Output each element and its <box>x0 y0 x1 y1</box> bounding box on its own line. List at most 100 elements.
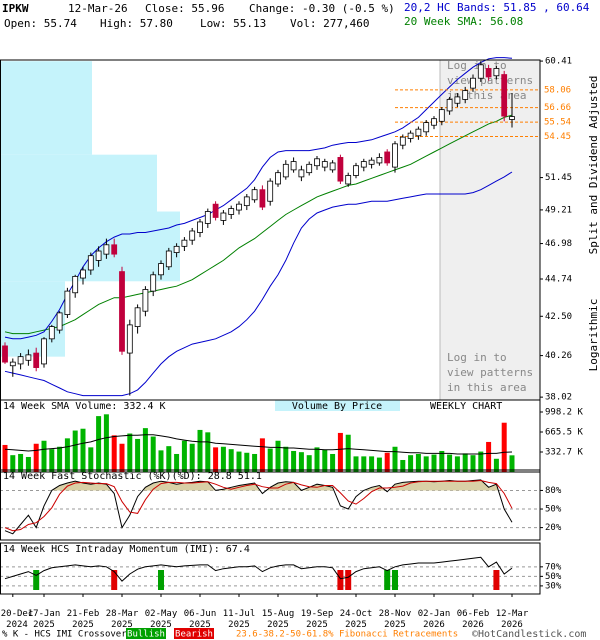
x-tick-line: 02-Jan <box>418 609 451 619</box>
panel-title: 14 Week HCS Intraday Momentum (IMI): 67.… <box>3 544 250 555</box>
x-tick-line: 2025 <box>150 620 172 630</box>
x-tick-line: 2026 <box>501 620 523 630</box>
volume-bar <box>72 430 78 472</box>
notice-line: Log in to <box>447 59 507 72</box>
y-tick-label: 46.98 <box>545 239 572 249</box>
panel-title: 14 Week SMA Volume: 332.4 K <box>3 401 166 412</box>
candle-body <box>470 77 476 89</box>
symbol: IPKW <box>2 2 29 15</box>
candle-body <box>41 338 47 365</box>
y-tick-label: 50% <box>545 505 562 515</box>
candle-body <box>446 99 453 112</box>
volume-bar <box>501 422 507 472</box>
volume-by-price-bar <box>0 154 157 212</box>
volume-by-price-bar <box>0 211 180 282</box>
volume-bar <box>330 453 336 472</box>
volume-bar <box>33 443 39 472</box>
crossover-bar <box>493 570 500 590</box>
volume-bar <box>259 438 265 472</box>
volume-bar <box>384 452 390 472</box>
volume-bar <box>197 429 203 472</box>
candle-body <box>360 161 367 168</box>
panel-frame <box>0 542 541 595</box>
candle-body <box>321 161 328 168</box>
volume-bar <box>470 455 476 472</box>
x-tick-line: 2025 <box>72 620 94 630</box>
y-tick-label: 49.21 <box>545 205 572 215</box>
candle-body <box>477 64 484 79</box>
volume-bar <box>306 455 312 472</box>
candle-body <box>80 269 86 279</box>
legend-swatch <box>174 628 214 639</box>
volume-bar <box>337 432 343 472</box>
candle-body <box>423 122 430 133</box>
x-tick-label: 06-Feb 2026 <box>457 609 490 630</box>
candle-body <box>95 250 102 261</box>
volume-bar <box>111 435 117 472</box>
notice-line: in this area <box>447 381 526 394</box>
volume-bar <box>2 444 8 472</box>
candle-body <box>407 132 414 139</box>
high: High: 57.80 <box>100 17 173 30</box>
volume-bar <box>454 456 460 472</box>
x-tick-label: 06-Jun 2025 <box>184 609 217 630</box>
volume-by-price-bar <box>0 281 65 357</box>
volume-bar <box>103 414 109 472</box>
patterns-notice: Log in to view patterns in this area <box>447 351 533 394</box>
candle-body <box>493 68 500 77</box>
x-tick-line: 06-Feb <box>457 609 490 619</box>
indicator-line <box>4 479 513 532</box>
volume-bar <box>213 447 219 472</box>
volume-bar <box>493 458 499 472</box>
candle-body <box>56 312 63 331</box>
candle-body <box>337 157 344 182</box>
legend-bands: 20,2 HC Bands: 51.85 , 60.64 <box>404 1 590 14</box>
candle-body <box>501 74 508 117</box>
candle-body <box>150 274 157 292</box>
volume-bar <box>10 455 16 472</box>
x-tick-label: 28-Nov 2025 <box>379 609 412 630</box>
candle-body <box>72 276 79 294</box>
y-tick-label: 51.45 <box>545 173 572 183</box>
volume-bar <box>57 446 63 472</box>
x-tick-label: 12-Mar 2026 <box>496 609 529 630</box>
x-tick-label: 11-Jul 2025 <box>223 609 256 630</box>
volume-bar <box>127 433 133 472</box>
volume-bar <box>283 446 289 472</box>
crossover-bar <box>33 570 40 590</box>
y-tick-label: 998.2 K <box>545 408 584 418</box>
x-tick-line: 28-Mar <box>106 609 139 619</box>
candle-body <box>485 68 492 78</box>
volume-bar <box>361 456 367 472</box>
y-tick-label: 70% <box>545 562 562 572</box>
patterns-area <box>439 59 541 401</box>
volume-bar <box>41 440 47 472</box>
x-tick-label: 19-Sep 2025 <box>301 609 334 630</box>
x-tick-line: 12-Mar <box>496 609 529 619</box>
crossover-bar <box>384 570 391 590</box>
x-tick-line: 2025 <box>267 620 289 630</box>
candle-body <box>306 163 313 174</box>
x-tick-label: 20-Dec 2024 <box>1 609 34 630</box>
candle-body <box>392 143 398 168</box>
candle-body <box>329 162 336 171</box>
x-tick-line: 15-Aug <box>262 609 295 619</box>
crossover-bar <box>392 570 398 590</box>
annotation: WEEKLY CHART <box>430 401 502 412</box>
candle-body <box>298 169 305 178</box>
notice-line: view patterns <box>447 74 533 87</box>
candle-body <box>438 109 445 122</box>
volume-bar <box>205 432 211 472</box>
fibonacci-label: 56.66 <box>544 103 571 113</box>
volume-bar <box>509 455 515 472</box>
x-tick-line: 24-Oct <box>340 609 373 619</box>
candle-body <box>353 165 359 176</box>
candle-body <box>181 239 188 247</box>
candle-body <box>462 90 469 100</box>
candle-body <box>111 244 118 255</box>
candle-body <box>267 180 274 202</box>
y-tick-label: 60.41 <box>545 57 572 67</box>
volume-bar <box>80 428 86 472</box>
annotation: Volume By Price <box>292 401 382 412</box>
volume-bar <box>189 443 195 472</box>
